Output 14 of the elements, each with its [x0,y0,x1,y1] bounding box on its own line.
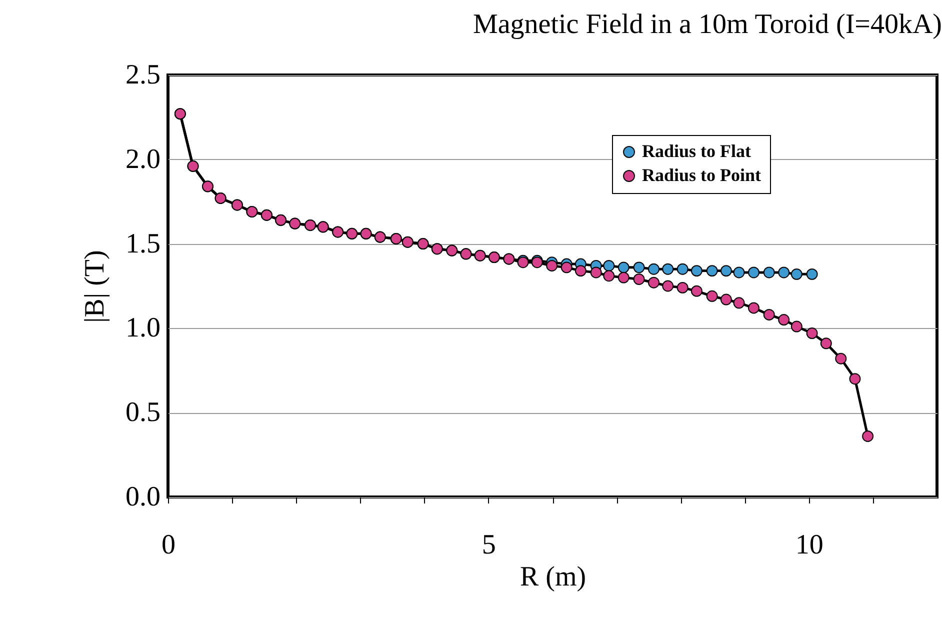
y-tick-label: 2.5 [126,60,160,90]
y-tick-label: 1.5 [126,228,160,260]
y-tick-label: 0.5 [126,397,160,428]
x-tick-label: 0 [162,530,176,560]
x-tick-label: 10 [795,530,824,560]
x-axis-title: R (m) [520,562,586,592]
y-tick-label: 1.0 [126,312,160,344]
legend-label: Radius to Point [642,165,762,185]
legend-label: Radius to Flat [642,141,752,161]
x-tick-label: 5 [482,530,496,560]
y-tick-label: 0.0 [126,482,160,512]
y-tick-label: 2.0 [126,144,160,175]
y-axis-title: |B| (T) [80,250,110,323]
chart-title: Magnetic Field in a 10m Toroid (I=40kA) [472,9,942,40]
